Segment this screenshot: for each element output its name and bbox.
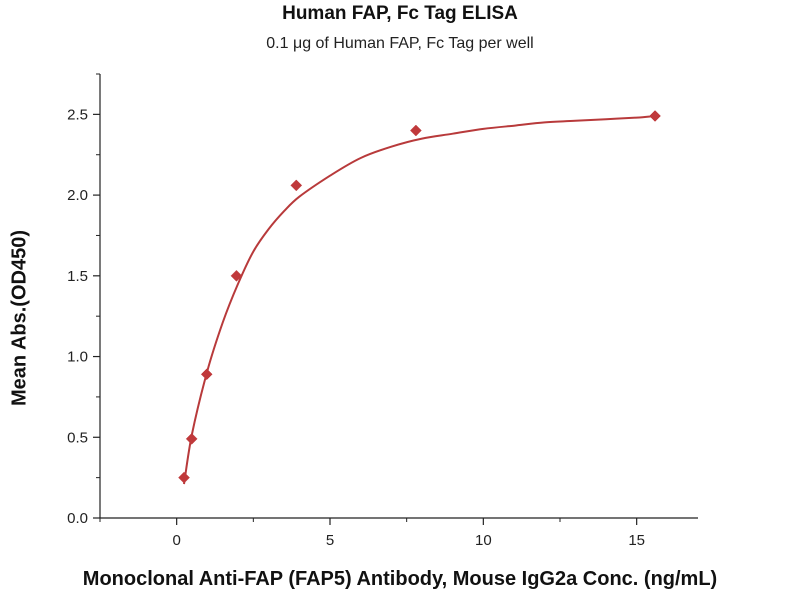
data-point — [178, 471, 190, 484]
data-point — [185, 433, 198, 445]
y-tick-label: 0.0 — [67, 510, 88, 527]
x-axis-label: Monoclonal Anti-FAP (FAP5) Antibody, Mou… — [82, 568, 718, 590]
y-tick-label: 1.5 — [67, 268, 88, 285]
chart-title: Human FAP, Fc Tag ELISA — [282, 3, 518, 24]
fit-curve-group — [183, 115, 656, 485]
x-tick-label: 5 — [326, 532, 334, 549]
data-point — [290, 179, 303, 192]
data-points — [178, 110, 661, 484]
x-tick-label: 15 — [628, 532, 645, 549]
chart-subtitle: 0.1 μg of Human FAP, Fc Tag per well — [266, 35, 534, 52]
y-axis-label: Mean Abs.(OD450) — [8, 230, 31, 406]
fit-curve — [183, 115, 656, 485]
x-tick-label: 0 — [172, 532, 180, 549]
y-tick-label: 2.0 — [67, 187, 88, 204]
data-point — [200, 368, 213, 381]
x-tick-label: 10 — [475, 532, 492, 549]
data-point — [410, 124, 422, 137]
y-tick-label: 2.5 — [67, 106, 88, 123]
axes: 0.0 0.5 1.0 1.5 2.0 2.5 0 5 10 15 — [67, 73, 698, 549]
data-point — [230, 269, 243, 282]
data-point — [649, 110, 661, 122]
y-tick-label: 1.0 — [67, 349, 88, 366]
y-tick-label: 0.5 — [67, 429, 88, 446]
